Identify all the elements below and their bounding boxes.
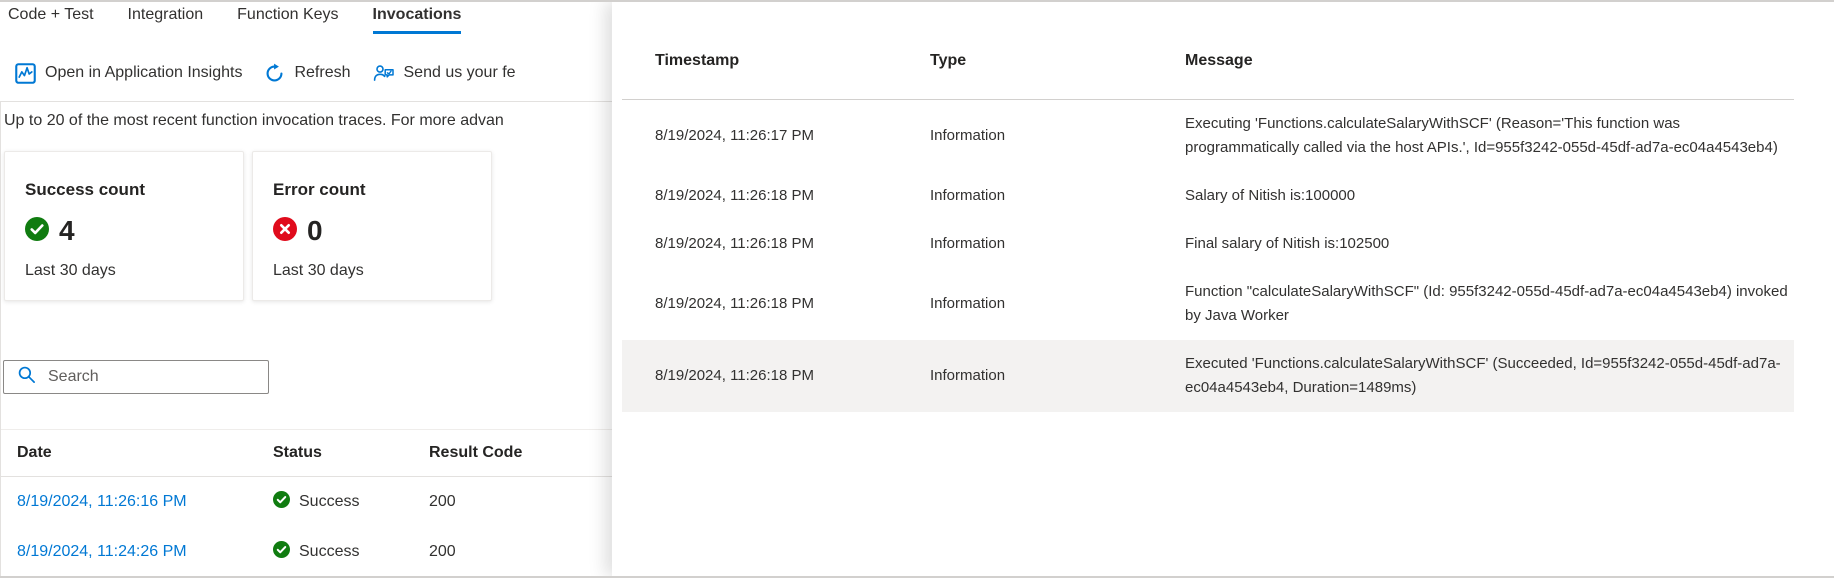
type-cell: Information: [930, 187, 1006, 204]
message-cell: Function "calculateSalaryWithSCF" (Id: 9…: [1185, 283, 1788, 324]
result-code-cell: 200: [429, 543, 456, 560]
tab-bar: Code + Test Integration Function Keys In…: [0, 2, 612, 34]
result-code-cell: 200: [429, 493, 456, 510]
status-label: Success: [299, 543, 360, 560]
error-count-card: Error count 0 Last 30 days: [252, 151, 492, 301]
success-icon: [273, 541, 290, 563]
timestamp-cell: 8/19/2024, 11:26:18 PM: [655, 235, 815, 252]
traces-table: Timestamp Type Message 8/19/2024, 11:26:…: [622, 2, 1794, 412]
message-cell: Executing 'Functions.calculateSalaryWith…: [1185, 115, 1778, 156]
trace-row[interactable]: 8/19/2024, 11:26:18 PM Information Salar…: [622, 172, 1794, 220]
invocation-date-link[interactable]: 8/19/2024, 11:26:16 PM: [17, 493, 187, 510]
timestamp-cell: 8/19/2024, 11:26:17 PM: [655, 127, 815, 144]
search-icon: [17, 365, 36, 389]
success-count-title: Success count: [25, 180, 145, 199]
status-badge: Success: [273, 491, 429, 513]
invocation-row: 8/19/2024, 11:26:16 PM Success 200: [1, 477, 612, 527]
refresh-button[interactable]: Refresh: [253, 55, 361, 92]
date-header: Date: [17, 444, 52, 461]
type-cell: Information: [930, 235, 1006, 252]
invocation-details-panel: Timestamp Type Message 8/19/2024, 11:26:…: [612, 2, 1834, 576]
type-header: Type: [930, 52, 967, 69]
traces-table-header: Timestamp Type Message: [622, 2, 1794, 100]
invocation-traces-section: Up to 20 of the most recent function inv…: [0, 101, 612, 576]
feedback-icon: [373, 63, 395, 84]
invocation-date-link[interactable]: 8/19/2024, 11:24:26 PM: [17, 543, 187, 560]
timestamp-header: Timestamp: [655, 52, 740, 69]
status-label: Success: [299, 493, 360, 510]
timestamp-cell: 8/19/2024, 11:26:18 PM: [655, 295, 815, 312]
success-count-period: Last 30 days: [25, 262, 116, 279]
type-cell: Information: [930, 127, 1006, 144]
success-icon: [25, 216, 49, 246]
timestamp-cell: 8/19/2024, 11:26:18 PM: [655, 367, 815, 384]
message-cell: Executed 'Functions.calculateSalaryWithS…: [1185, 355, 1781, 396]
open-in-application-insights-label: Open in Application Insights: [45, 64, 243, 81]
refresh-icon: [264, 63, 285, 84]
error-count-period: Last 30 days: [273, 262, 364, 279]
invocations-table: Date Status Result Code 8/19/2024, 11:26…: [1, 429, 612, 576]
send-feedback-button[interactable]: Send us your fe: [362, 55, 527, 92]
refresh-label: Refresh: [294, 64, 351, 81]
message-cell: Final salary of Nitish is:102500: [1185, 235, 1390, 252]
traces-info-text: Up to 20 of the most recent function inv…: [4, 112, 504, 129]
success-count-value: 4: [59, 215, 75, 246]
send-feedback-label: Send us your fe: [403, 64, 516, 81]
status-badge: Success: [273, 541, 429, 563]
tab-code-test[interactable]: Code + Test: [8, 6, 94, 23]
invocation-row: 8/19/2024, 11:24:26 PM Success 200: [1, 527, 612, 576]
application-insights-icon: [15, 62, 36, 84]
timestamp-cell: 8/19/2024, 11:26:18 PM: [655, 187, 815, 204]
message-cell: Salary of Nitish is:100000: [1185, 187, 1356, 204]
tab-invocations[interactable]: Invocations: [372, 6, 462, 34]
search-input[interactable]: [48, 368, 260, 386]
trace-row[interactable]: 8/19/2024, 11:26:17 PM Information Execu…: [622, 100, 1794, 172]
search-box: [3, 360, 269, 394]
message-header: Message: [1185, 52, 1253, 69]
type-cell: Information: [930, 367, 1006, 384]
status-header: Status: [273, 444, 322, 461]
type-cell: Information: [930, 295, 1006, 312]
success-icon: [273, 491, 290, 513]
result-code-header: Result Code: [429, 444, 523, 461]
function-panel: Code + Test Integration Function Keys In…: [0, 2, 612, 576]
invocations-table-header: Date Status Result Code: [1, 430, 612, 477]
page-top-border: [0, 0, 1834, 2]
error-count-title: Error count: [273, 180, 366, 199]
tab-integration[interactable]: Integration: [127, 6, 204, 23]
page-bottom-border: [0, 576, 1834, 578]
trace-row[interactable]: 8/19/2024, 11:26:18 PM Information Final…: [622, 220, 1794, 268]
toolbar: Open in Application Insights Refresh: [0, 52, 612, 94]
open-in-application-insights-button[interactable]: Open in Application Insights: [4, 55, 253, 92]
error-icon: [273, 216, 297, 246]
trace-row[interactable]: 8/19/2024, 11:26:18 PM Information Funct…: [622, 268, 1794, 340]
summary-cards: Success count 4 Last 30 days Error count: [4, 151, 612, 301]
success-count-card: Success count 4 Last 30 days: [4, 151, 244, 301]
tab-function-keys[interactable]: Function Keys: [237, 6, 339, 23]
trace-row[interactable]: 8/19/2024, 11:26:18 PM Information Execu…: [622, 340, 1794, 412]
error-count-value: 0: [307, 215, 323, 246]
